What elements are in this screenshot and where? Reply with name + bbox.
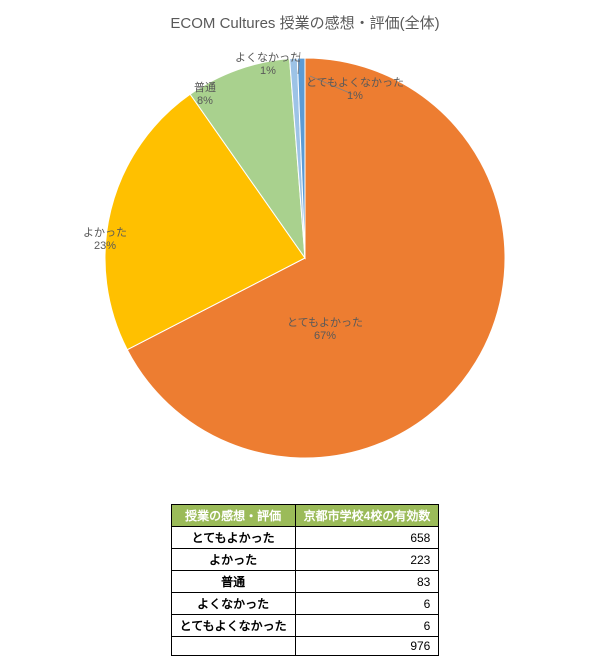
slice-label: とてもよくなかった1% — [306, 77, 404, 103]
cell-category: よくなかった — [171, 593, 295, 615]
slice-label: よくなかった1% — [235, 52, 301, 78]
cell-category: よかった — [171, 549, 295, 571]
table-total-row: 976 — [171, 637, 439, 656]
table-row: よくなかった 6 — [171, 593, 439, 615]
table-header-row: 授業の感想・評価 京都市学校4校の有効数 — [171, 505, 439, 527]
cell-value: 658 — [295, 527, 439, 549]
cell-value: 83 — [295, 571, 439, 593]
slice-label: とてもよかった67% — [287, 317, 363, 343]
chart-title: ECOM Cultures 授業の感想・評価(全体) — [0, 12, 610, 33]
cell-category: とてもよかった — [171, 527, 295, 549]
cell-category: とてもよくなかった — [171, 615, 295, 637]
cell-value: 6 — [295, 615, 439, 637]
table-row: とてもよくなかった 6 — [171, 615, 439, 637]
table-row: とてもよかった 658 — [171, 527, 439, 549]
data-table: 授業の感想・評価 京都市学校4校の有効数 とてもよかった 658よかった 223… — [171, 504, 440, 656]
cell-total: 976 — [295, 637, 439, 656]
table-row: よかった 223 — [171, 549, 439, 571]
cell-value: 6 — [295, 593, 439, 615]
col-header-count: 京都市学校4校の有効数 — [295, 505, 439, 527]
table-row: 普通 83 — [171, 571, 439, 593]
slice-label: よかった23% — [83, 227, 127, 253]
pie-chart — [95, 48, 515, 468]
pie-chart-container: ECOM Cultures 授業の感想・評価(全体) とてもよかった67% よかっ… — [0, 0, 610, 500]
cell-value: 223 — [295, 549, 439, 571]
cell-category: 普通 — [171, 571, 295, 593]
cell-category — [171, 637, 295, 656]
col-header-category: 授業の感想・評価 — [171, 505, 295, 527]
slice-label: 普通8% — [194, 82, 216, 108]
table-body: とてもよかった 658よかった 223普通 83よくなかった 6とてもよくなかっ… — [171, 527, 439, 656]
